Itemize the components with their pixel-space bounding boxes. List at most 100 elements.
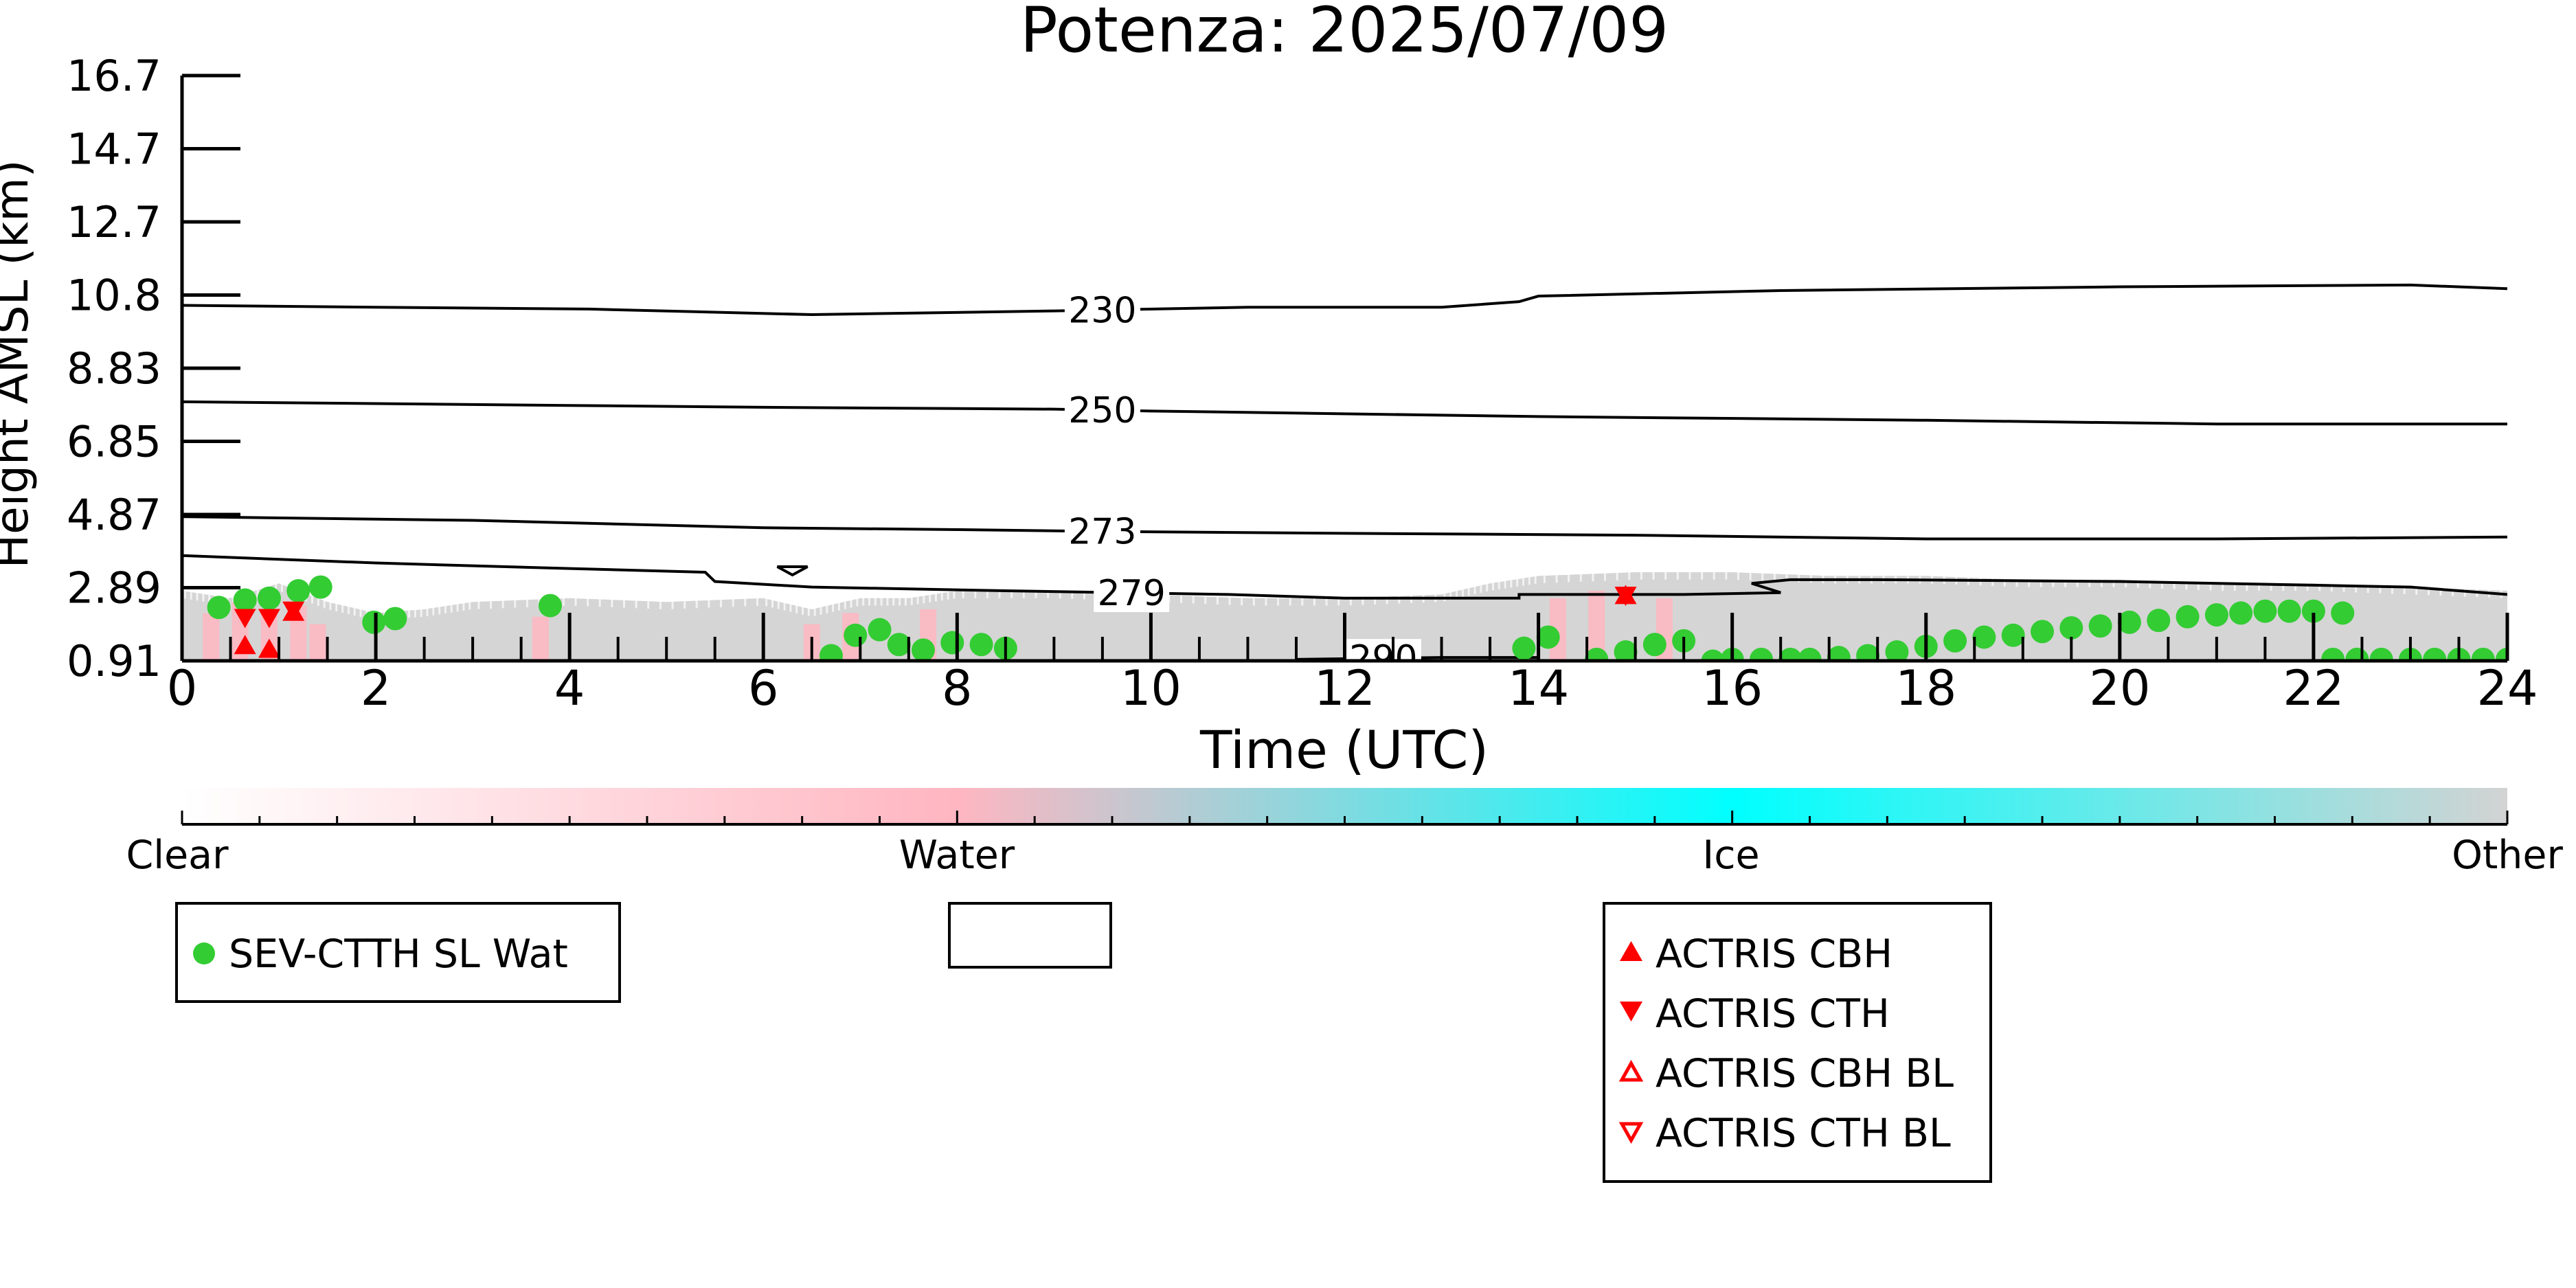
sev-ctth-point bbox=[1642, 633, 1667, 657]
legend-actris-cth-bl-marker bbox=[1618, 1122, 1644, 1144]
actris-cth-point bbox=[282, 601, 305, 621]
contour-label-bg bbox=[1064, 390, 1140, 429]
sev-ctth-point bbox=[286, 579, 310, 603]
legend-empty bbox=[948, 902, 1112, 969]
water-class-patch bbox=[309, 624, 326, 661]
x-tick-label: 12 bbox=[1314, 660, 1375, 716]
legend-actris-cbh-bl-marker bbox=[1618, 1059, 1644, 1082]
sev-ctth-point bbox=[2471, 647, 2495, 661]
legend-sev-marker bbox=[193, 942, 215, 964]
actris-cbh-point bbox=[234, 635, 256, 655]
legend-empty-box bbox=[948, 902, 1112, 969]
temperature-contour-230 bbox=[182, 283, 2507, 317]
colorbar-label-water: Water bbox=[899, 833, 1015, 878]
y-tick-label: 2.89 bbox=[67, 563, 161, 613]
water-class-patch bbox=[203, 613, 220, 661]
contour-loop bbox=[776, 565, 809, 577]
x-tick-label: 0 bbox=[167, 660, 198, 716]
contour-label-bg bbox=[1064, 291, 1140, 330]
sev-ctth-point bbox=[911, 638, 935, 661]
colorbar: Clear Water Ice Other bbox=[126, 788, 2563, 878]
contour-label-279: 279 bbox=[1098, 573, 1166, 614]
actris-cbh-point bbox=[258, 638, 280, 658]
sev-ctth-point bbox=[1798, 647, 1822, 661]
sev-ctth-point bbox=[2496, 647, 2507, 661]
x-tick-label: 4 bbox=[554, 660, 585, 716]
sev-ctth-point bbox=[2423, 647, 2447, 661]
actris-cth-point bbox=[258, 609, 280, 629]
sev-ctth-point bbox=[2277, 599, 2301, 623]
x-tick-label: 16 bbox=[1702, 660, 1763, 716]
sev-ctth-point bbox=[844, 623, 868, 647]
legend-actris-cth-marker bbox=[1620, 1002, 1642, 1021]
sev-ctth-point bbox=[2147, 609, 2171, 633]
sev-ctth-point bbox=[2176, 605, 2200, 629]
actris-cth-point bbox=[234, 609, 256, 629]
contour-label-bg bbox=[1094, 574, 1170, 613]
sev-ctth-point bbox=[2204, 603, 2228, 627]
sev-ctth-point bbox=[2321, 647, 2345, 661]
sev-ctth-point bbox=[1972, 625, 1996, 649]
sev-ctth-point bbox=[1943, 629, 1967, 653]
sev-ctth-point bbox=[1512, 636, 1536, 660]
x-tick-label: 24 bbox=[2476, 660, 2538, 716]
y-tick-label: 14.7 bbox=[67, 124, 161, 174]
sev-ctth-point bbox=[868, 618, 892, 642]
sev-ctth-point bbox=[940, 631, 964, 655]
sev-ctth-point bbox=[887, 633, 911, 657]
legend-actris-cth-label: ACTRIS CTH bbox=[1656, 991, 1890, 1037]
sev-ctth-point bbox=[538, 594, 562, 618]
sev-ctth-point bbox=[2001, 623, 2025, 647]
contour-label-bg bbox=[1064, 512, 1140, 551]
colorbar-label-ice: Ice bbox=[1702, 833, 1759, 878]
contour-label-230: 230 bbox=[1068, 290, 1136, 331]
legend-actris-cth-bl-label: ACTRIS CTH BL bbox=[1656, 1111, 1951, 1156]
sev-ctth-point bbox=[2088, 614, 2112, 638]
sev-ctth-point bbox=[1885, 640, 1909, 661]
legend-actris-cbh-bl-label: ACTRIS CBH BL bbox=[1656, 1051, 1954, 1096]
sev-ctth-point bbox=[2117, 610, 2141, 634]
legend-sev-box bbox=[175, 902, 621, 1003]
legend-sev-label: SEV-CTTH SL Wat bbox=[229, 931, 568, 977]
contour-label-290: 290 bbox=[1349, 638, 1417, 679]
sev-ctth-point bbox=[1585, 647, 1609, 661]
x-tick-label: 14 bbox=[1508, 660, 1569, 716]
contour-label-273: 273 bbox=[1068, 512, 1136, 553]
sev-ctth-point bbox=[308, 575, 332, 599]
legend-sev: SEV-CTTH SL Wat bbox=[175, 902, 621, 1003]
sev-ctth-point bbox=[819, 644, 843, 661]
legend-actris-cbh-marker bbox=[1620, 941, 1642, 961]
chart-title: Potenza: 2025/07/09 bbox=[1020, 0, 1669, 67]
x-tick-label: 18 bbox=[1895, 660, 1956, 716]
sev-ctth-point bbox=[233, 588, 257, 612]
sev-ctth-point bbox=[969, 633, 993, 657]
x-tick-label: 22 bbox=[2283, 660, 2344, 716]
colorbar-label-clear: Clear bbox=[126, 833, 229, 878]
x-tick-label: 6 bbox=[748, 660, 779, 716]
x-tick-label: 20 bbox=[2089, 660, 2150, 716]
legend-actris-cbh-label: ACTRIS CBH bbox=[1656, 931, 1893, 977]
sev-ctth-point bbox=[1749, 647, 1773, 661]
temperature-contour-250 bbox=[182, 400, 2507, 426]
legend-actris: ACTRIS CBH ACTRIS CTH ACTRIS CBH BL ACTR… bbox=[1603, 902, 1992, 1183]
contour-label-250: 250 bbox=[1068, 390, 1136, 431]
y-axis-label: Height AMSL (km) bbox=[0, 160, 38, 569]
sev-ctth-point bbox=[1856, 644, 1880, 661]
sev-ctth-point bbox=[1827, 646, 1851, 661]
actris-cth-point bbox=[1614, 587, 1637, 607]
x-tick-label: 8 bbox=[942, 660, 973, 716]
x-tick-label: 2 bbox=[361, 660, 392, 716]
plot-area: 230 250 273 279 290 bbox=[182, 283, 2507, 679]
sev-ctth-point bbox=[1701, 649, 1725, 661]
contour-label-bg bbox=[1345, 639, 1421, 661]
sev-ctth-point bbox=[257, 586, 281, 610]
y-tick-label: 16.7 bbox=[67, 51, 161, 101]
y-tick-label: 4.87 bbox=[67, 490, 161, 540]
sev-ctth-point bbox=[2253, 599, 2277, 623]
sev-ctth-point bbox=[2331, 601, 2355, 625]
sev-ctth-point bbox=[2031, 620, 2054, 644]
sev-ctth-point bbox=[2059, 615, 2083, 640]
sev-ctth-point bbox=[2301, 599, 2325, 623]
